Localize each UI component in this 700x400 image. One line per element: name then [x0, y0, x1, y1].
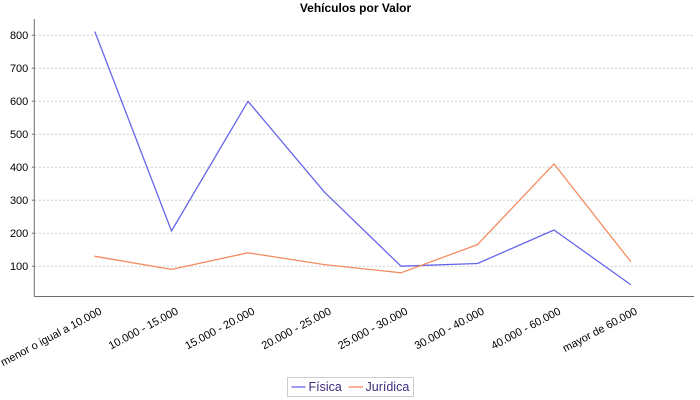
svg-text:700: 700 — [10, 63, 28, 75]
svg-text:400: 400 — [10, 162, 28, 174]
svg-text:500: 500 — [10, 129, 28, 141]
svg-text:200: 200 — [10, 228, 28, 240]
svg-text:600: 600 — [10, 96, 28, 108]
svg-text:Física: Física — [309, 380, 342, 394]
svg-text:Jurídica: Jurídica — [366, 380, 410, 394]
svg-text:100: 100 — [10, 261, 28, 273]
svg-text:300: 300 — [10, 195, 28, 207]
svg-text:Vehículos por Valor: Vehículos por Valor — [300, 1, 412, 15]
svg-text:800: 800 — [10, 30, 28, 42]
